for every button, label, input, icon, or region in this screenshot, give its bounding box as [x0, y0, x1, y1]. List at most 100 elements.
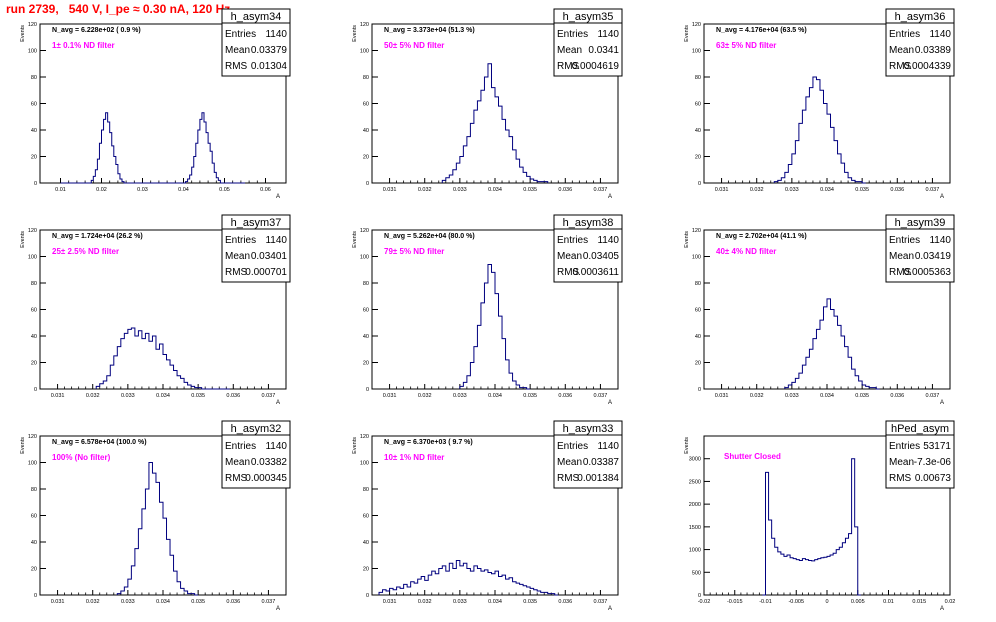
filter-label: 50± 5% ND filter [384, 41, 444, 50]
stats-label: RMS [225, 267, 248, 278]
stats-label: RMS [557, 61, 580, 72]
y-tick-label: 100 [360, 49, 369, 55]
stats-value: 1140 [929, 235, 951, 246]
x-tick-label: 0.03 [137, 187, 148, 193]
y-axis-label: Events [20, 437, 26, 454]
stats-label: Entries [557, 441, 588, 452]
y-tick-label: 2000 [689, 502, 701, 508]
stats-value: 1140 [597, 235, 619, 246]
stats-label: Mean [889, 251, 914, 262]
y-tick-label: 0 [366, 387, 369, 393]
x-axis-label: A [940, 606, 944, 612]
x-tick-label: 0.02 [96, 187, 107, 193]
x-tick-label: 0.037 [926, 393, 940, 399]
x-tick-label: 0.036 [890, 187, 904, 193]
stats-box: h_asym38 Entries 1140 Mean 0.03405RMS0.00036… [553, 214, 623, 283]
y-tick-label: 20 [31, 155, 37, 161]
stats-value: 0.01304 [251, 61, 288, 72]
x-tick-label: 0.032 [86, 599, 100, 605]
x-tick-label: 0.031 [51, 393, 65, 399]
stats-value: 0.03387 [583, 457, 620, 468]
y-tick-label: 0 [698, 181, 701, 187]
filter-label: 1± 0.1% ND filter [52, 41, 115, 50]
stats-label: RMS [225, 61, 248, 72]
y-tick-label: 80 [695, 281, 701, 287]
y-tick-label: 1500 [689, 525, 701, 531]
stats-value: 0.03389 [915, 45, 952, 56]
stats-box-frame [885, 420, 955, 489]
navg-label: N_avg = 1.724e+04 (26.2 %) [52, 233, 143, 240]
x-tick-label: 0.035 [191, 599, 205, 605]
y-tick-label: 3000 [689, 457, 701, 463]
x-tick-label: 0.035 [523, 187, 537, 193]
stats-label: Entries [557, 235, 588, 246]
y-tick-label: 120 [28, 22, 37, 28]
x-axis-label: A [940, 194, 944, 200]
stats-label: Mean [225, 45, 250, 56]
x-tick-label: 0.031 [383, 393, 397, 399]
stats-label: Mean [889, 457, 914, 468]
y-axis-label: Events [684, 25, 690, 42]
y-tick-label: 1000 [689, 548, 701, 554]
y-tick-label: 100 [360, 461, 369, 467]
x-tick-label: 0.034 [488, 599, 502, 605]
y-tick-label: 120 [692, 22, 701, 28]
y-tick-label: 60 [695, 308, 701, 314]
x-tick-label: 0.034 [820, 393, 834, 399]
x-tick-label: 0.01 [55, 187, 66, 193]
x-tick-label: 0 [825, 599, 828, 605]
stats-box-frame [885, 214, 955, 283]
x-tick-label: 0.037 [926, 187, 940, 193]
stats-label: Entries [889, 29, 920, 40]
panel-h_asym34: 0 20 40 60 80 100 120 0.01 0.02 0.03 0.04 0.05 0.06 E… [20, 8, 291, 200]
histogram-line [762, 458, 861, 596]
x-tick-label: 0.037 [262, 599, 276, 605]
x-axis-label: A [276, 194, 280, 200]
y-tick-label: 0 [34, 181, 37, 187]
y-tick-label: 40 [31, 540, 37, 546]
x-tick-label: 0.032 [418, 599, 432, 605]
y-tick-label: 20 [695, 361, 701, 367]
stats-value: 0.0005363 [904, 267, 952, 278]
stats-label: Mean [557, 45, 582, 56]
stats-value: 1140 [929, 29, 951, 40]
y-tick-label: 0 [366, 181, 369, 187]
y-tick-label: 100 [28, 255, 37, 261]
stats-label: Mean [225, 251, 250, 262]
y-tick-label: 100 [28, 49, 37, 55]
stats-box: h_asym37 Entries 1140 Mean 0.03401RMS0.00070… [221, 214, 291, 283]
histogram-line [116, 462, 199, 596]
stats-box-frame [553, 8, 623, 77]
y-axis-label: Events [352, 231, 358, 248]
stats-label: RMS [557, 267, 580, 278]
y-tick-label: 0 [698, 387, 701, 393]
stats-value: 0.0004339 [904, 61, 952, 72]
stats-value: 0.03382 [251, 457, 288, 468]
x-tick-label: 0.031 [715, 187, 729, 193]
histogram-line [60, 112, 245, 184]
stats-value: 0.0004619 [572, 61, 620, 72]
x-tick-label: 0.036 [226, 599, 240, 605]
x-tick-label: 0.005 [851, 599, 865, 605]
stats-value: 0.03401 [251, 251, 288, 262]
y-tick-label: 120 [360, 228, 369, 234]
stats-box-frame [553, 214, 623, 283]
panel-h_asym37: 0 20 40 60 80 100 120 0.031 0.032 0.033 0.034 0.035… [20, 214, 291, 406]
y-tick-label: 60 [363, 514, 369, 520]
histogram-line [378, 560, 559, 596]
histogram-line [95, 327, 230, 390]
stats-value: 0.000701 [245, 267, 287, 278]
stats-label: RMS [889, 61, 912, 72]
y-tick-label: 60 [363, 308, 369, 314]
y-axis-label: Events [684, 437, 690, 454]
y-axis-label: Events [352, 437, 358, 454]
y-tick-label: 80 [363, 487, 369, 493]
y-tick-label: 40 [363, 334, 369, 340]
histogram-name: h_asym35 [563, 11, 614, 23]
stats-value: 0.001384 [577, 473, 619, 484]
x-tick-label: 0.034 [820, 187, 834, 193]
stats-box: h_asym36 Entries 1140 Mean 0.03389RMS0.00043… [885, 8, 955, 77]
y-tick-label: 80 [695, 75, 701, 81]
